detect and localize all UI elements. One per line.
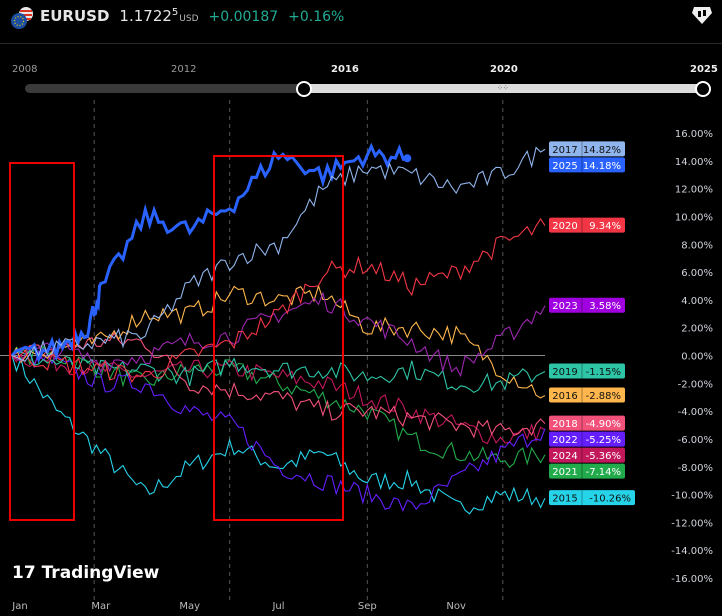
y-tick-label: -12.00% xyxy=(671,518,713,529)
series-label-2024: 2024 -5.36% xyxy=(549,447,625,463)
y-tick-label: 0.00% xyxy=(681,352,713,363)
series-year: 2023 xyxy=(552,301,577,312)
slider-label-2012: 2012 xyxy=(171,64,197,75)
last-price: 1.17225USD xyxy=(119,7,198,25)
series-last-value: -7.14% xyxy=(586,467,621,478)
series-label-2025: 2025 14.18% xyxy=(549,157,625,173)
series-label-2015: 2015 -10.26% xyxy=(549,490,635,506)
symbol-header: EURUSD 1.17225USD +0.00187 +0.16% xyxy=(0,0,722,44)
y-tick-label: -14.00% xyxy=(671,546,713,557)
y-tick-label: 8.00% xyxy=(681,240,713,251)
x-tick-label: Jul xyxy=(271,601,284,612)
series-label-2022: 2022 -5.25% xyxy=(549,431,625,447)
currency: USD xyxy=(179,14,199,24)
series-last-value: -5.25% xyxy=(586,435,621,446)
annotation-rectangle xyxy=(9,162,75,521)
y-tick-label: 2.00% xyxy=(681,324,713,335)
y-tick-label: -10.00% xyxy=(671,491,713,502)
series-label-2019: 2019 -1.15% xyxy=(549,363,625,379)
y-tick-label: 4.00% xyxy=(681,296,713,307)
y-tick-label: -8.00% xyxy=(678,463,713,474)
price-sup: 5 xyxy=(171,7,179,18)
series-last-value: -5.36% xyxy=(586,451,621,462)
series-line-2024 xyxy=(11,350,546,445)
series-label-2017: 2017 14.82% xyxy=(549,141,625,157)
y-tick-label: 12.00% xyxy=(675,185,713,196)
tradingview-logo: 𝟭𝟳 TradingView xyxy=(12,563,159,583)
series-line-2018 xyxy=(11,332,546,439)
y-tick-label: 6.00% xyxy=(681,268,713,279)
series-last-value: 9.34% xyxy=(589,221,621,232)
y-tick-label: -16.00% xyxy=(671,574,713,585)
series-year: 2016 xyxy=(552,391,577,402)
slider-start-handle[interactable] xyxy=(296,81,312,97)
series-year: 2015 xyxy=(552,494,577,505)
eu-us-flag-icon xyxy=(11,7,33,29)
series-label-2021: 2021 -7.14% xyxy=(549,463,625,479)
slider-selected-range[interactable] xyxy=(303,84,703,93)
x-tick-label: May xyxy=(179,601,200,612)
series-line-2017 xyxy=(11,146,546,362)
series-last-value: 14.82% xyxy=(583,145,621,156)
series-label-2016: 2016 -2.88% xyxy=(549,387,625,403)
x-tick-label: Sep xyxy=(358,601,377,612)
series-label-2020: 2020 9.34% xyxy=(549,217,625,233)
y-tick-label: 16.00% xyxy=(675,129,713,140)
candles-badge-icon[interactable] xyxy=(690,3,714,27)
series-end-dot xyxy=(403,154,412,163)
y-tick-label: 10.00% xyxy=(675,212,713,223)
y-tick-label: -2.00% xyxy=(678,379,713,390)
slider-label-2016: 2016 xyxy=(331,64,359,75)
slider-label-2008: 2008 xyxy=(12,64,38,75)
y-tick-label: -4.00% xyxy=(678,407,713,418)
tv-logo-icon: 𝟭𝟳 xyxy=(12,563,42,583)
series-line-2025 xyxy=(10,142,408,364)
series-year: 2018 xyxy=(552,419,577,430)
y-tick-label: 14.00% xyxy=(675,157,713,168)
price-change-percent: +0.16% xyxy=(288,9,345,25)
seasonal-chart[interactable]: 16.00% 14.00% 12.00% 10.00% 8.00% 6.00% 4.00% 2… xyxy=(0,100,722,616)
series-line-2021 xyxy=(11,344,546,469)
series-year: 2017 xyxy=(552,145,577,156)
series-last-value: -10.26% xyxy=(589,494,631,505)
x-tick-label: Nov xyxy=(446,601,466,612)
series-last-value: -2.88% xyxy=(586,391,621,402)
x-tick-label: Jan xyxy=(11,601,27,612)
series-last-value: -4.90% xyxy=(586,419,621,430)
annotation-rectangle xyxy=(213,155,344,521)
series-line-2023 xyxy=(11,291,546,378)
slider-label-2020: 2020 xyxy=(490,64,518,75)
series-line-2015 xyxy=(11,355,546,515)
slider-end-handle[interactable] xyxy=(695,81,711,97)
series-year: 2020 xyxy=(552,221,577,232)
price-main: 1.1722 xyxy=(119,7,172,25)
series-year: 2022 xyxy=(552,435,577,446)
series-last-value: 3.58% xyxy=(589,301,621,312)
slider-label-2025: 2025 xyxy=(690,64,718,75)
series-line-2022 xyxy=(11,349,546,513)
series-label-2018: 2018 -4.90% xyxy=(549,415,625,431)
symbol-name[interactable]: EURUSD xyxy=(40,7,110,25)
series-line-2016 xyxy=(11,284,546,399)
series-last-value: -1.15% xyxy=(586,367,621,378)
logo-text: TradingView xyxy=(41,563,160,583)
series-year: 2019 xyxy=(552,367,577,378)
series-year: 2024 xyxy=(552,451,577,462)
series-line-2020 xyxy=(11,217,546,383)
x-tick-label: Mar xyxy=(91,601,111,612)
series-label-2023: 2023 3.58% xyxy=(549,297,625,313)
series-last-value: 14.18% xyxy=(583,161,621,172)
symbol-info-row: EURUSD 1.17225USD +0.00187 +0.16% xyxy=(40,7,344,25)
price-change: +0.00187 xyxy=(208,9,279,25)
slider-grip-icon[interactable]: ⁘⁘ xyxy=(497,84,509,92)
series-year: 2021 xyxy=(552,467,577,478)
y-tick-label: -6.00% xyxy=(678,435,713,446)
series-year: 2025 xyxy=(552,161,577,172)
series-line-2019 xyxy=(11,350,546,394)
